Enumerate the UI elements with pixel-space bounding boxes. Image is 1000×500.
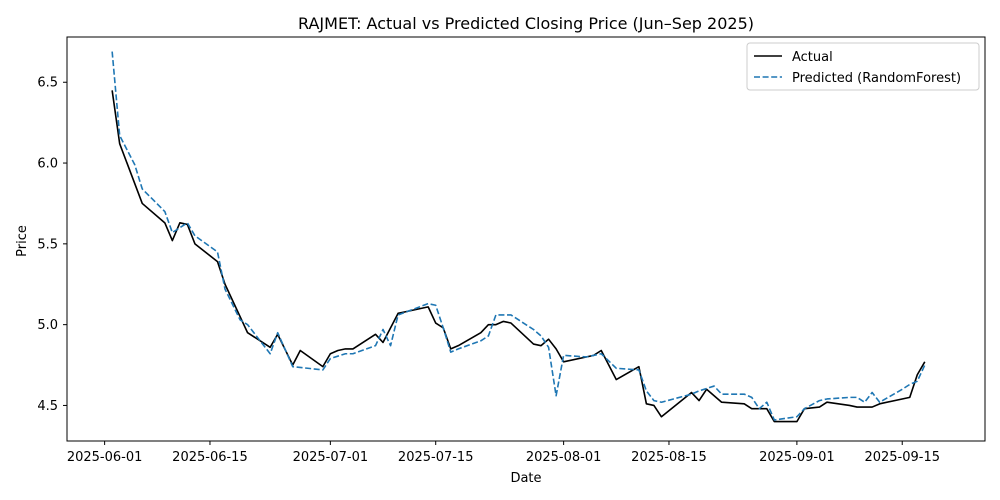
- legend: Actual Predicted (RandomForest): [746, 42, 980, 91]
- y-tick-label: 6.5: [37, 76, 58, 91]
- x-tick-label: 2025-06-15: [172, 450, 248, 465]
- y-tick-label: 4.5: [37, 399, 58, 414]
- x-tick-label: 2025-08-01: [526, 450, 602, 465]
- y-tick-label: 5.5: [37, 237, 58, 252]
- axis-ticks: 2025-06-01 2025-06-15 2025-07-01 2025-07-15…: [37, 76, 940, 465]
- x-tick-label: 2025-06-01: [67, 450, 143, 465]
- x-axis-label: Date: [510, 471, 541, 486]
- plot-frame: [66, 36, 986, 442]
- y-tick-label: 5.0: [37, 318, 58, 333]
- chart-title: RAJMET: Actual vs Predicted Closing Pric…: [298, 14, 754, 33]
- legend-label-predicted: Predicted (RandomForest): [792, 71, 961, 86]
- series-lines: [111, 51, 926, 423]
- y-tick-label: 6.0: [37, 157, 58, 172]
- x-tick-label: 2025-09-15: [864, 450, 940, 465]
- series-line-predicted: [111, 51, 926, 421]
- x-tick-label: 2025-08-15: [631, 450, 707, 465]
- legend-box: [746, 42, 980, 91]
- y-axis-label: Price: [15, 225, 30, 257]
- x-tick-label: 2025-09-01: [759, 450, 835, 465]
- series-line-actual: [111, 90, 926, 423]
- legend-label-actual: Actual: [792, 50, 833, 65]
- x-tick-label: 2025-07-01: [293, 450, 369, 465]
- x-tick-label: 2025-07-15: [398, 450, 474, 465]
